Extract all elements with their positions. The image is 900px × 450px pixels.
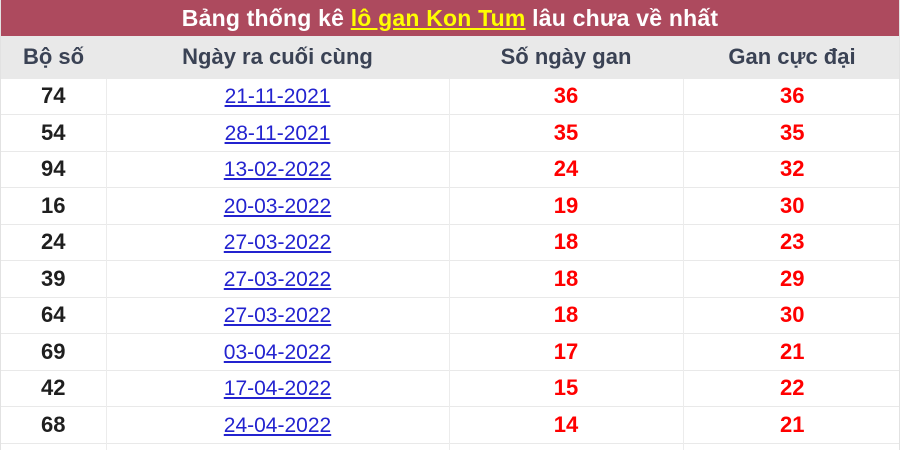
pair-number: 94: [1, 150, 106, 188]
pair-number: 68: [1, 406, 106, 443]
empty-cell: [682, 442, 899, 450]
gan-max-value: 23: [682, 223, 899, 261]
empty-cell: [105, 442, 449, 450]
table-row: 94 13-02-2022 24 32: [1, 150, 899, 188]
pair-number: 54: [1, 114, 106, 151]
column-header-gan-days: Số ngày gan: [449, 36, 683, 78]
column-header-last-date: Ngày ra cuối cùng: [106, 36, 449, 78]
pair-number: 16: [1, 187, 106, 224]
gan-max-value: 21: [682, 406, 899, 443]
date-link[interactable]: 27-03-2022: [223, 267, 332, 291]
column-header-pair: Bộ số: [1, 36, 106, 78]
table-header: Bộ số Ngày ra cuối cùng Số ngày gan Gan …: [1, 36, 899, 78]
table-body: 74 21-11-2021 36 36 54 28-11-2021 35 35 …: [1, 77, 899, 450]
column-header-gan-max: Gan cực đại: [683, 36, 899, 78]
page-title-prefix: Bảng thống kê: [181, 4, 351, 31]
table-row: 74 21-11-2021 36 36: [1, 77, 899, 115]
date-link[interactable]: 17-04-2022: [223, 377, 332, 401]
table-row: 69 03-04-2022 17 21: [1, 333, 899, 370]
table-row: 68 24-04-2022 14 21: [1, 406, 899, 443]
table-row-partial: [1, 442, 899, 450]
gan-days-value: 35: [448, 114, 683, 151]
date-link[interactable]: 21-11-2021: [224, 85, 331, 109]
gan-days-value: 36: [448, 77, 683, 115]
table-row: 64 27-03-2022 18 30: [1, 296, 899, 334]
date-link[interactable]: 27-03-2022: [223, 304, 332, 328]
date-link[interactable]: 27-03-2022: [223, 231, 332, 255]
empty-cell: [1, 442, 106, 450]
gan-days-value: 18: [448, 296, 683, 334]
gan-max-value: 36: [682, 77, 899, 115]
pair-number: 64: [1, 296, 106, 334]
table-row: 42 17-04-2022 15 22: [1, 369, 899, 407]
page-title-suffix: lâu chưa về nhất: [525, 4, 719, 31]
gan-days-value: 14: [448, 406, 683, 443]
gan-days-value: 19: [448, 187, 683, 224]
pair-number: 69: [1, 333, 106, 370]
gan-max-value: 32: [682, 150, 899, 188]
gan-max-value: 30: [682, 296, 899, 334]
date-link[interactable]: 24-04-2022: [223, 413, 332, 437]
gan-max-value: 21: [682, 333, 899, 370]
lottery-stats-table: Bộ số Ngày ra cuối cùng Số ngày gan Gan …: [1, 36, 899, 450]
gan-max-value: 30: [682, 187, 899, 224]
gan-max-value: 22: [682, 369, 899, 407]
date-link[interactable]: 03-04-2022: [223, 340, 332, 364]
gan-days-value: 15: [448, 369, 683, 407]
gan-days-value: 17: [448, 333, 683, 370]
gan-max-value: 29: [682, 260, 899, 297]
empty-cell: [448, 442, 683, 450]
title-link[interactable]: lô gan Kon Tum: [350, 4, 526, 31]
table-row: 16 20-03-2022 19 30: [1, 187, 899, 224]
header-row: Bộ số Ngày ra cuối cùng Số ngày gan Gan …: [1, 36, 899, 78]
gan-days-value: 18: [448, 223, 683, 261]
table-row: 39 27-03-2022 18 29: [1, 260, 899, 297]
table-row: 54 28-11-2021 35 35: [1, 114, 899, 151]
date-link[interactable]: 28-11-2021: [224, 121, 331, 145]
pair-number: 24: [1, 223, 106, 261]
table-row: 24 27-03-2022 18 23: [1, 223, 899, 261]
pair-number: 74: [1, 77, 106, 115]
pair-number: 39: [1, 260, 106, 297]
date-link[interactable]: 20-03-2022: [223, 194, 332, 218]
pair-number: 42: [1, 369, 106, 407]
date-link[interactable]: 13-02-2022: [223, 158, 332, 182]
table-title-bar: Bảng thống kê lô gan Kon Tum lâu chưa về…: [1, 0, 899, 36]
gan-days-value: 24: [448, 150, 683, 188]
gan-days-value: 18: [448, 260, 683, 297]
gan-max-value: 35: [682, 114, 899, 151]
